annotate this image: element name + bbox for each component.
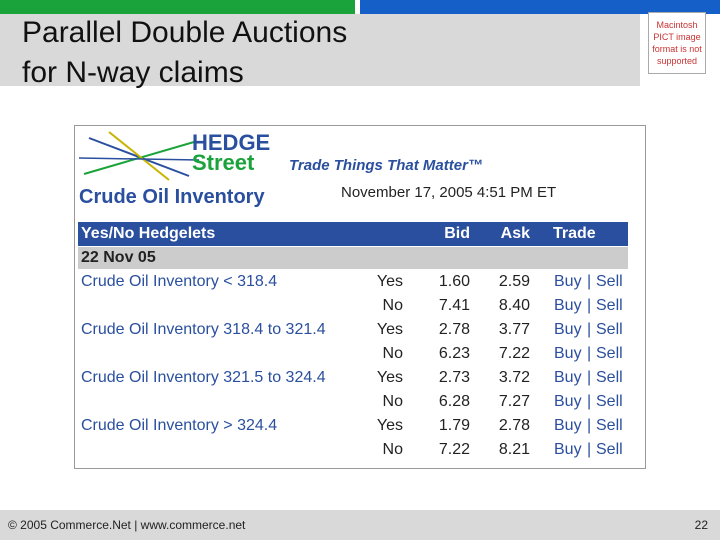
logo-street: Street (192, 150, 255, 175)
side: No (382, 441, 403, 458)
bid: 1.60 (438, 273, 470, 290)
buy-link[interactable]: Buy (554, 441, 582, 458)
footer-band (0, 510, 720, 540)
group-label: 22 Nov 05 (81, 249, 156, 266)
sell-link[interactable]: Sell (596, 297, 623, 314)
ask: 7.27 (498, 393, 530, 410)
separator: | (587, 297, 592, 314)
footer: © 2005 Commerce.Net | www.commerce.net (8, 518, 246, 532)
bid: 1.79 (438, 417, 470, 434)
ask: 8.40 (498, 297, 530, 314)
header-cell: Bid (444, 225, 470, 242)
bid: 2.78 (438, 321, 470, 338)
buy-link[interactable]: Buy (554, 369, 582, 386)
separator: | (587, 273, 592, 290)
green-bar (0, 0, 355, 14)
side: Yes (376, 273, 403, 290)
separator: | (587, 321, 592, 338)
screenshot: HEDGE Street Trade Things That Matter™ C… (74, 125, 646, 469)
separator: | (587, 345, 592, 362)
bid: 2.73 (438, 369, 470, 386)
title-line: Parallel Double Auctions (22, 16, 348, 49)
sell-link[interactable]: Sell (596, 321, 623, 338)
tagline: Trade Things That Matter™ (289, 157, 483, 174)
bid: 6.28 (438, 393, 470, 410)
hedgelet-name: Crude Oil Inventory 321.5 to 324.4 (81, 369, 326, 386)
header-cell: Ask (500, 225, 530, 242)
header-bar (78, 222, 628, 246)
sell-link[interactable]: Sell (596, 393, 623, 410)
side: No (382, 393, 403, 410)
logo-hedge: HEDGE (192, 130, 271, 155)
group-row (78, 247, 628, 269)
logo-mark (79, 131, 199, 181)
side: No (382, 345, 403, 362)
table: Yes/No Hedgelets Bid Ask Trade 22 Nov 05 Crud… (78, 222, 628, 462)
separator: | (587, 393, 592, 410)
heading: Crude Oil Inventory (79, 186, 265, 208)
separator: | (587, 417, 592, 434)
side: No (382, 297, 403, 314)
hedgelet-name: Crude Oil Inventory 318.4 to 321.4 (81, 321, 326, 338)
title-line: for N-way claims (22, 56, 244, 89)
ask: 8.21 (498, 441, 530, 458)
buy-link[interactable]: Buy (554, 417, 582, 434)
separator: | (587, 369, 592, 386)
side: Yes (376, 417, 403, 434)
image-placeholder: Macintosh PICT image format is not suppo… (648, 12, 706, 74)
side: Yes (376, 321, 403, 338)
header-cell: Trade (553, 225, 596, 242)
header-cell: Yes/No Hedgelets (81, 225, 216, 242)
buy-link[interactable]: Buy (554, 393, 582, 410)
ask: 2.78 (498, 417, 530, 434)
buy-link[interactable]: Buy (554, 345, 582, 362)
sell-link[interactable]: Sell (596, 441, 623, 458)
hedgelet-name: Crude Oil Inventory < 318.4 (81, 273, 278, 290)
ask: 2.59 (498, 273, 530, 290)
buy-link[interactable]: Buy (554, 297, 582, 314)
ask: 3.77 (498, 321, 530, 338)
hedgelet-name: Crude Oil Inventory > 324.4 (81, 417, 278, 434)
separator: | (587, 441, 592, 458)
sell-link[interactable]: Sell (596, 417, 623, 434)
sell-link[interactable]: Sell (596, 345, 623, 362)
title-band (0, 14, 640, 86)
page-number: 22 (694, 518, 708, 532)
timestamp: November 17, 2005 4:51 PM ET (341, 184, 557, 201)
buy-link[interactable]: Buy (554, 321, 582, 338)
bid: 6.23 (438, 345, 470, 362)
ask: 3.72 (498, 369, 530, 386)
sell-link[interactable]: Sell (596, 273, 623, 290)
buy-link[interactable]: Buy (554, 273, 582, 290)
sell-link[interactable]: Sell (596, 369, 623, 386)
bid: 7.22 (438, 441, 470, 458)
bid: 7.41 (438, 297, 470, 314)
side: Yes (376, 369, 403, 386)
blue-bar (360, 0, 720, 14)
ask: 7.22 (498, 345, 530, 362)
